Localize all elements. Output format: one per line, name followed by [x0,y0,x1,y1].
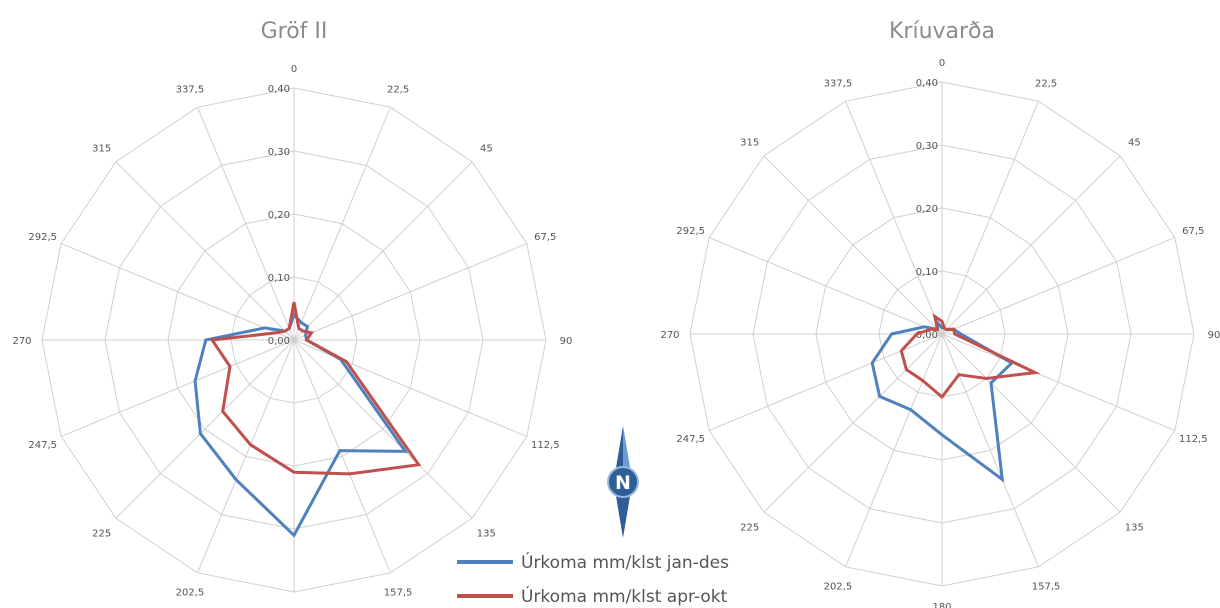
category-label-0: 0 [291,64,297,75]
category-label-135: 135 [477,528,496,539]
category-label-292-5: 292,5 [676,226,705,237]
chart-title: Gröf II [261,19,328,44]
radial-tick-label: 0,10 [916,267,938,278]
category-label-180: 180 [932,602,951,608]
grid-spoke [763,155,943,335]
grid-spoke [941,333,1176,431]
grid-spoke [293,339,473,519]
north-letter: N [615,472,631,494]
category-label-270: 270 [660,330,679,341]
grid-spoke [60,339,295,437]
category-label-315: 315 [92,144,111,155]
grid-spoke [708,333,943,431]
grid-spoke [941,100,1039,335]
legend: Úrkoma mm/klst jan-des Úrkoma mm/klst ap… [457,551,729,607]
series-line-apr-okt [209,301,422,476]
radial-tick-label: 0,10 [268,273,290,284]
legend-label-jan-des: Úrkoma mm/klst jan-des [521,551,729,573]
category-label-292-5: 292,5 [28,232,57,243]
grid-spoke [941,237,1176,335]
category-label-157-5: 157,5 [384,587,413,598]
radial-tick-label: 0,20 [916,204,938,215]
category-label-337-5: 337,5 [176,85,205,96]
grid-spoke [115,161,295,341]
grid-spoke [293,339,528,437]
grid-spoke [941,333,1039,568]
grid-spoke [845,100,943,335]
radar-chart-kriuvarda: Kríuvarða 0,00 0,10 0,20 0,30 0,400 22,5 45 67,5… [660,19,1220,608]
grid-spoke [941,333,1121,513]
category-label-337-5: 337,5 [824,79,853,90]
category-label-135: 135 [1125,522,1144,533]
category-label-112-5: 112,5 [531,440,560,451]
category-label-90: 90 [1208,330,1220,341]
grid-spoke [197,106,295,341]
category-label-202-5: 202,5 [176,587,205,598]
radial-tick-label: 0,40 [916,78,938,89]
radar-chart-grof-ii: Gröf II 0,00 0,10 0,20 0,30 0,400 22,5 45 67,5 90… [12,19,573,598]
radial-tick-label: 0,30 [268,147,290,158]
category-label-225: 225 [92,528,111,539]
category-label-247-5: 247,5 [676,434,705,445]
grid-spoke [293,161,473,341]
legend-label-apr-okt: Úrkoma mm/klst apr-okt [521,585,728,607]
category-label-315: 315 [740,138,759,149]
legend-item-jan-des: Úrkoma mm/klst jan-des [457,551,729,573]
category-label-45: 45 [480,144,493,155]
north-arrow-icon: N [607,426,639,538]
category-label-225: 225 [740,522,759,533]
radial-tick-label: 0,00 [916,330,938,341]
category-label-157-5: 157,5 [1032,581,1061,592]
category-label-270: 270 [12,336,31,347]
radial-tick-label: 0,00 [268,336,290,347]
grid-spoke [763,333,943,513]
grid-spoke [115,339,295,519]
grid-spoke [293,106,391,341]
legend-item-apr-okt: Úrkoma mm/klst apr-okt [457,585,728,607]
category-label-22-5: 22,5 [387,85,409,96]
grid-spoke [293,243,528,341]
category-label-67-5: 67,5 [534,232,556,243]
radial-tick-label: 0,30 [916,141,938,152]
category-label-90: 90 [560,336,573,347]
grid-spoke [197,339,295,574]
category-label-45: 45 [1128,138,1141,149]
category-label-202-5: 202,5 [824,581,853,592]
category-label-22-5: 22,5 [1035,79,1057,90]
category-label-0: 0 [939,58,945,69]
grid-spoke [708,237,943,335]
category-label-67-5: 67,5 [1182,226,1204,237]
grid-spoke [941,155,1121,335]
category-label-112-5: 112,5 [1179,434,1208,445]
chart-title: Kríuvarða [889,19,995,44]
radial-tick-label: 0,40 [268,84,290,95]
series-line-apr-okt [899,313,1041,400]
radial-tick-label: 0,20 [268,210,290,221]
grid-spoke [60,243,295,341]
category-label-247-5: 247,5 [28,440,57,451]
grid-spoke [293,339,391,574]
grid-spoke [845,333,943,568]
